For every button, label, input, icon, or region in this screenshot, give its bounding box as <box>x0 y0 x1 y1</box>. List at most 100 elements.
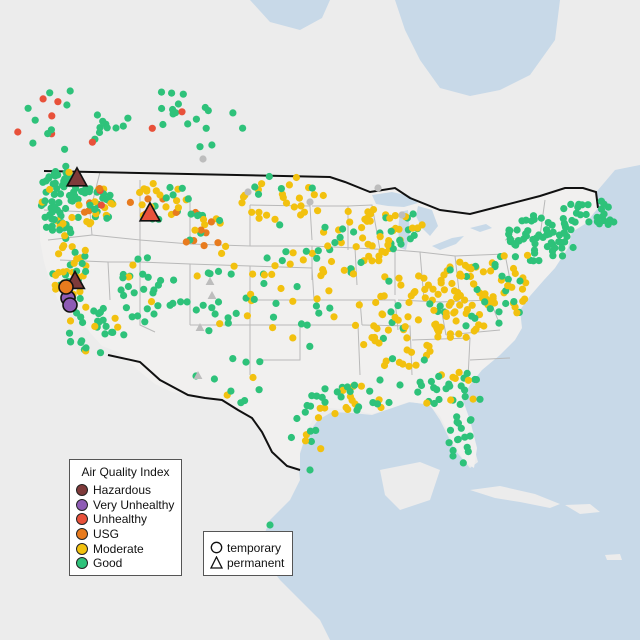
monitor-dot <box>214 298 223 306</box>
monitor-dot <box>77 338 85 346</box>
monitor-dot <box>182 238 190 246</box>
monitor-dot <box>61 145 69 153</box>
monitor-dot <box>387 308 395 316</box>
monitor-dot <box>159 120 167 129</box>
monitor-dot <box>368 242 376 250</box>
monitor-dot <box>128 313 136 321</box>
monitor-dot <box>154 281 162 289</box>
monitor-dot <box>306 466 314 474</box>
monitor-dot <box>421 294 429 302</box>
monitor-dot <box>560 229 568 237</box>
monitor-dot <box>397 281 405 289</box>
monitor-dot <box>150 310 158 318</box>
monitor-dot <box>258 180 266 188</box>
monitor-dot <box>184 195 192 203</box>
monitor-dot <box>260 279 268 288</box>
monitor-dot <box>82 267 90 276</box>
monitor-dot <box>319 191 327 200</box>
monitor-dot <box>508 283 516 291</box>
monitor-dot <box>521 295 529 303</box>
monitor-dot <box>313 254 321 262</box>
monitor-dot <box>282 199 291 207</box>
monitor-dot <box>271 262 279 270</box>
monitor-dot <box>51 281 59 289</box>
lake-erie <box>432 236 464 250</box>
monitor-dot <box>464 448 472 456</box>
monitor-dot <box>276 221 284 229</box>
monitor-dot <box>495 319 503 327</box>
monitor-dot <box>518 217 526 225</box>
monitor-dot <box>103 124 111 132</box>
monitor-dot <box>263 211 271 219</box>
monitor-dot <box>277 284 285 293</box>
monitor-dot <box>66 87 74 95</box>
monitor-dot <box>423 341 431 349</box>
monitor-dot <box>455 330 463 338</box>
monitor-dot <box>434 333 442 341</box>
monitor-dot <box>414 316 422 324</box>
monitor-dot <box>433 386 441 394</box>
monitor-dot <box>39 178 47 186</box>
monitor-dot <box>495 308 503 316</box>
monitor-dot <box>187 210 195 218</box>
monitor-dot <box>255 214 263 222</box>
monitor-triangle <box>138 201 162 222</box>
monitor-dot <box>216 320 224 328</box>
monitor-dot <box>102 322 110 330</box>
monitor-dot <box>445 301 453 309</box>
monitor-dot <box>277 185 285 193</box>
monitor-dot <box>255 386 263 394</box>
monitor-dot <box>177 298 185 306</box>
monitor-dot <box>435 372 443 380</box>
monitor-dot <box>531 249 539 257</box>
monitor-dot <box>306 198 314 206</box>
monitor-dot <box>211 310 219 318</box>
monitor-dot <box>95 310 103 318</box>
monitor-dot <box>197 226 205 234</box>
monitor-dot <box>108 328 116 336</box>
monitor-dot <box>169 105 177 114</box>
monitor-dot <box>543 231 551 239</box>
monitor-dot <box>351 321 360 329</box>
monitor-dot <box>125 273 133 281</box>
monitor-dot <box>468 312 476 320</box>
monitor-dot <box>224 314 232 322</box>
monitor-dot <box>205 327 213 335</box>
monitor-dot <box>119 274 127 282</box>
monitor-dot <box>72 184 80 193</box>
monitor-dot <box>79 318 87 327</box>
monitor-dot <box>516 277 524 285</box>
monitor-dot <box>63 101 71 109</box>
monitor-dot <box>513 226 521 234</box>
monitor-dot <box>41 197 49 205</box>
monitor-dot <box>513 309 521 317</box>
monitor-dot <box>271 215 279 223</box>
monitor-dot <box>67 229 75 237</box>
monitor-dot <box>97 201 105 209</box>
monitor-dot <box>204 269 212 277</box>
monitor-dot <box>567 200 575 208</box>
monitor-dot <box>81 252 89 260</box>
monitor-dot <box>453 413 461 421</box>
monitor-dot <box>464 264 472 272</box>
monitor-dot <box>169 299 177 307</box>
monitor-dot <box>74 213 82 221</box>
monitor-dot <box>292 173 300 182</box>
monitor-dot <box>263 254 271 262</box>
monitor-dot <box>50 170 59 178</box>
monitor-dot <box>134 255 142 263</box>
monitor-dot <box>82 344 90 352</box>
monitor-dot <box>440 286 448 294</box>
monitor-dot <box>358 224 366 232</box>
monitor-dot <box>141 318 149 326</box>
monitor-dot <box>350 228 358 236</box>
legend-swatch <box>76 484 88 497</box>
monitor-dot <box>407 348 416 356</box>
monitor-dot <box>124 282 132 291</box>
monitor-dot <box>403 334 411 342</box>
monitor-dot <box>405 362 413 370</box>
monitor-dot <box>426 300 434 308</box>
monitor-dot <box>227 270 235 278</box>
monitor-dot <box>85 207 93 215</box>
monitor-dot <box>248 208 256 216</box>
